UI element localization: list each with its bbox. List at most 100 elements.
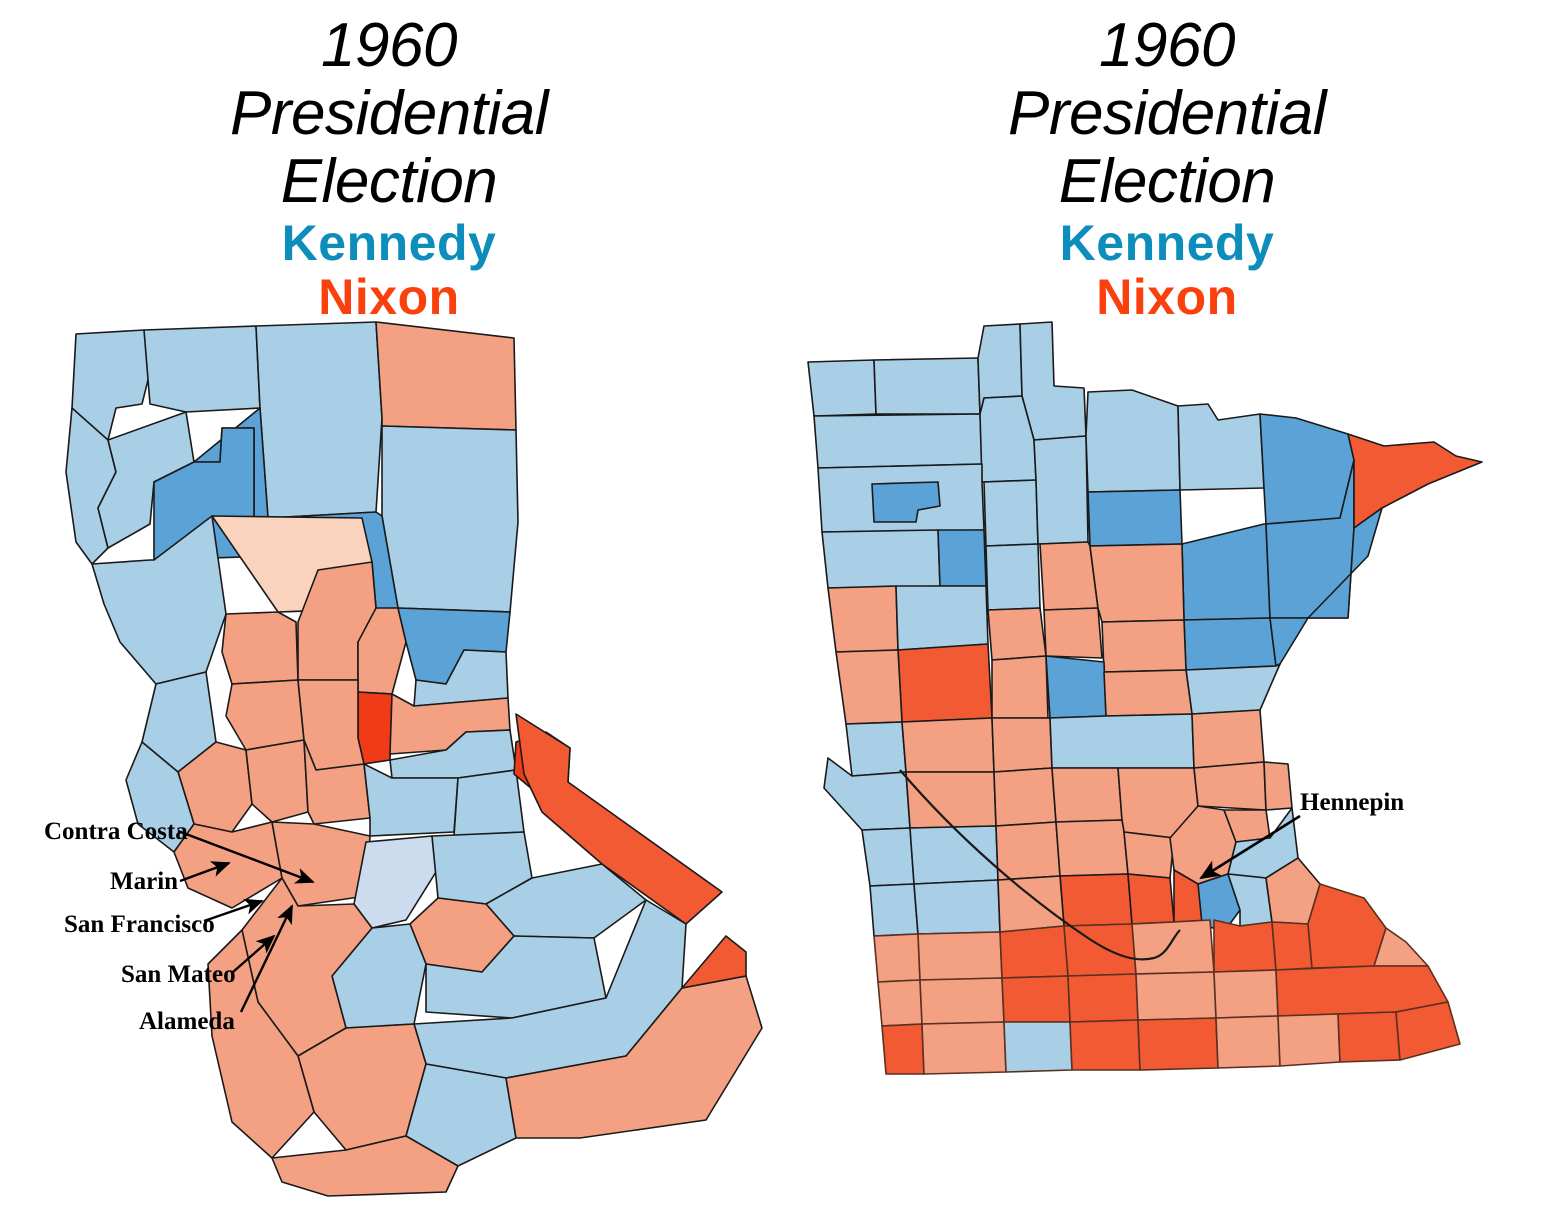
- county-region[interactable]: [913, 879, 1001, 935]
- county-region[interactable]: [1213, 919, 1277, 973]
- county-region[interactable]: [1191, 709, 1265, 769]
- county-region[interactable]: [1127, 873, 1175, 925]
- county-region[interactable]: [1137, 1017, 1219, 1071]
- county-region[interactable]: [845, 721, 907, 777]
- county-region[interactable]: [909, 825, 999, 885]
- county-region[interactable]: [1213, 969, 1279, 1019]
- county-region[interactable]: [1059, 873, 1133, 927]
- county-region[interactable]: [877, 979, 923, 1027]
- county-region[interactable]: [1259, 413, 1355, 525]
- county-region[interactable]: [993, 767, 1057, 827]
- county-region[interactable]: [173, 821, 283, 909]
- county-region[interactable]: [869, 883, 919, 937]
- county-region[interactable]: [1039, 541, 1099, 611]
- county-region[interactable]: [1001, 975, 1071, 1023]
- county-region[interactable]: [987, 607, 1047, 661]
- county-region[interactable]: [1063, 923, 1137, 977]
- label-contra-costa: Contra Costa: [44, 818, 188, 845]
- county-region[interactable]: [997, 875, 1065, 933]
- county-region[interactable]: [425, 935, 607, 1019]
- county-region[interactable]: [505, 975, 763, 1139]
- title-line-year: 1960: [1099, 11, 1235, 80]
- county-region[interactable]: [1183, 617, 1277, 671]
- county-region[interactable]: [1263, 761, 1293, 811]
- county-region[interactable]: [1089, 543, 1185, 623]
- county-region[interactable]: [375, 321, 517, 431]
- county-region[interactable]: [357, 691, 393, 765]
- county-region[interactable]: [991, 717, 1053, 773]
- county-region[interactable]: [895, 585, 989, 651]
- county-region[interactable]: [999, 925, 1069, 979]
- county-region[interactable]: [1215, 1015, 1281, 1069]
- county-region[interactable]: [919, 977, 1005, 1025]
- title-line-year: 1960: [321, 11, 457, 80]
- county-region[interactable]: [1055, 819, 1129, 877]
- county-region[interactable]: [1395, 1001, 1461, 1061]
- county-region[interactable]: [995, 821, 1061, 881]
- county-region[interactable]: [835, 649, 903, 725]
- county-region[interactable]: [97, 411, 195, 549]
- county-region[interactable]: [871, 481, 941, 523]
- county-region[interactable]: [921, 1021, 1007, 1075]
- county-region[interactable]: [1049, 713, 1195, 769]
- county-region[interactable]: [1067, 973, 1139, 1023]
- county-region[interactable]: [1131, 919, 1215, 975]
- county-region[interactable]: [905, 771, 997, 829]
- county-region[interactable]: [1085, 389, 1181, 493]
- county-region[interactable]: [983, 479, 1039, 547]
- county-region[interactable]: [255, 321, 383, 519]
- county-region[interactable]: [861, 827, 915, 887]
- county-region[interactable]: [1181, 523, 1271, 621]
- county-region[interactable]: [917, 931, 1003, 981]
- county-region[interactable]: [1347, 433, 1483, 529]
- map-california[interactable]: [46, 312, 786, 1202]
- county-region[interactable]: [221, 611, 299, 685]
- county-region[interactable]: [813, 413, 983, 469]
- panel-california: 1960 Presidential Election Kennedy Nixon: [44, 11, 763, 1197]
- county-region[interactable]: [1103, 669, 1193, 717]
- county-region[interactable]: [1045, 655, 1107, 719]
- county-region[interactable]: [881, 1023, 925, 1075]
- county-region[interactable]: [1123, 831, 1175, 879]
- county-region[interactable]: [381, 425, 519, 613]
- county-region[interactable]: [827, 585, 899, 653]
- county-region[interactable]: [143, 325, 261, 413]
- county-region[interactable]: [1043, 607, 1103, 659]
- county-region[interactable]: [91, 515, 227, 685]
- california-map-svg[interactable]: [46, 312, 786, 1202]
- county-region[interactable]: [245, 739, 309, 823]
- county-region[interactable]: [1277, 1013, 1341, 1067]
- map-minnesota[interactable]: [788, 318, 1488, 1108]
- county-region[interactable]: [897, 643, 993, 723]
- legend-kennedy: Kennedy: [1059, 215, 1275, 271]
- county-region[interactable]: [1337, 1011, 1401, 1063]
- legend-nixon: Nixon: [1096, 269, 1238, 325]
- county-region[interactable]: [937, 529, 987, 587]
- county-region[interactable]: [901, 717, 995, 773]
- county-region[interactable]: [1033, 435, 1089, 545]
- county-region[interactable]: [1101, 619, 1187, 673]
- county-region[interactable]: [807, 359, 877, 417]
- county-region[interactable]: [1271, 921, 1313, 971]
- county-region[interactable]: [991, 655, 1049, 719]
- county-region[interactable]: [225, 679, 305, 751]
- county-region[interactable]: [453, 769, 525, 837]
- county-region[interactable]: [1135, 971, 1217, 1021]
- county-region[interactable]: [405, 1063, 517, 1167]
- county-region[interactable]: [873, 933, 921, 983]
- county-region[interactable]: [873, 357, 981, 415]
- minnesota-map-svg[interactable]: [788, 318, 1488, 1108]
- county-region[interactable]: [1069, 1019, 1141, 1071]
- county-region[interactable]: [1003, 1021, 1073, 1073]
- county-region[interactable]: [985, 543, 1041, 611]
- county-region[interactable]: [1185, 663, 1281, 715]
- county-region[interactable]: [271, 1135, 459, 1197]
- county-region[interactable]: [1087, 489, 1183, 547]
- county-region[interactable]: [821, 529, 941, 589]
- county-region[interactable]: [1177, 403, 1265, 491]
- label-san-mateo: San Mateo: [121, 961, 236, 988]
- county-region[interactable]: [1193, 761, 1267, 811]
- county-region[interactable]: [1051, 767, 1123, 823]
- county-region[interactable]: [681, 935, 747, 989]
- county-region[interactable]: [1307, 883, 1387, 969]
